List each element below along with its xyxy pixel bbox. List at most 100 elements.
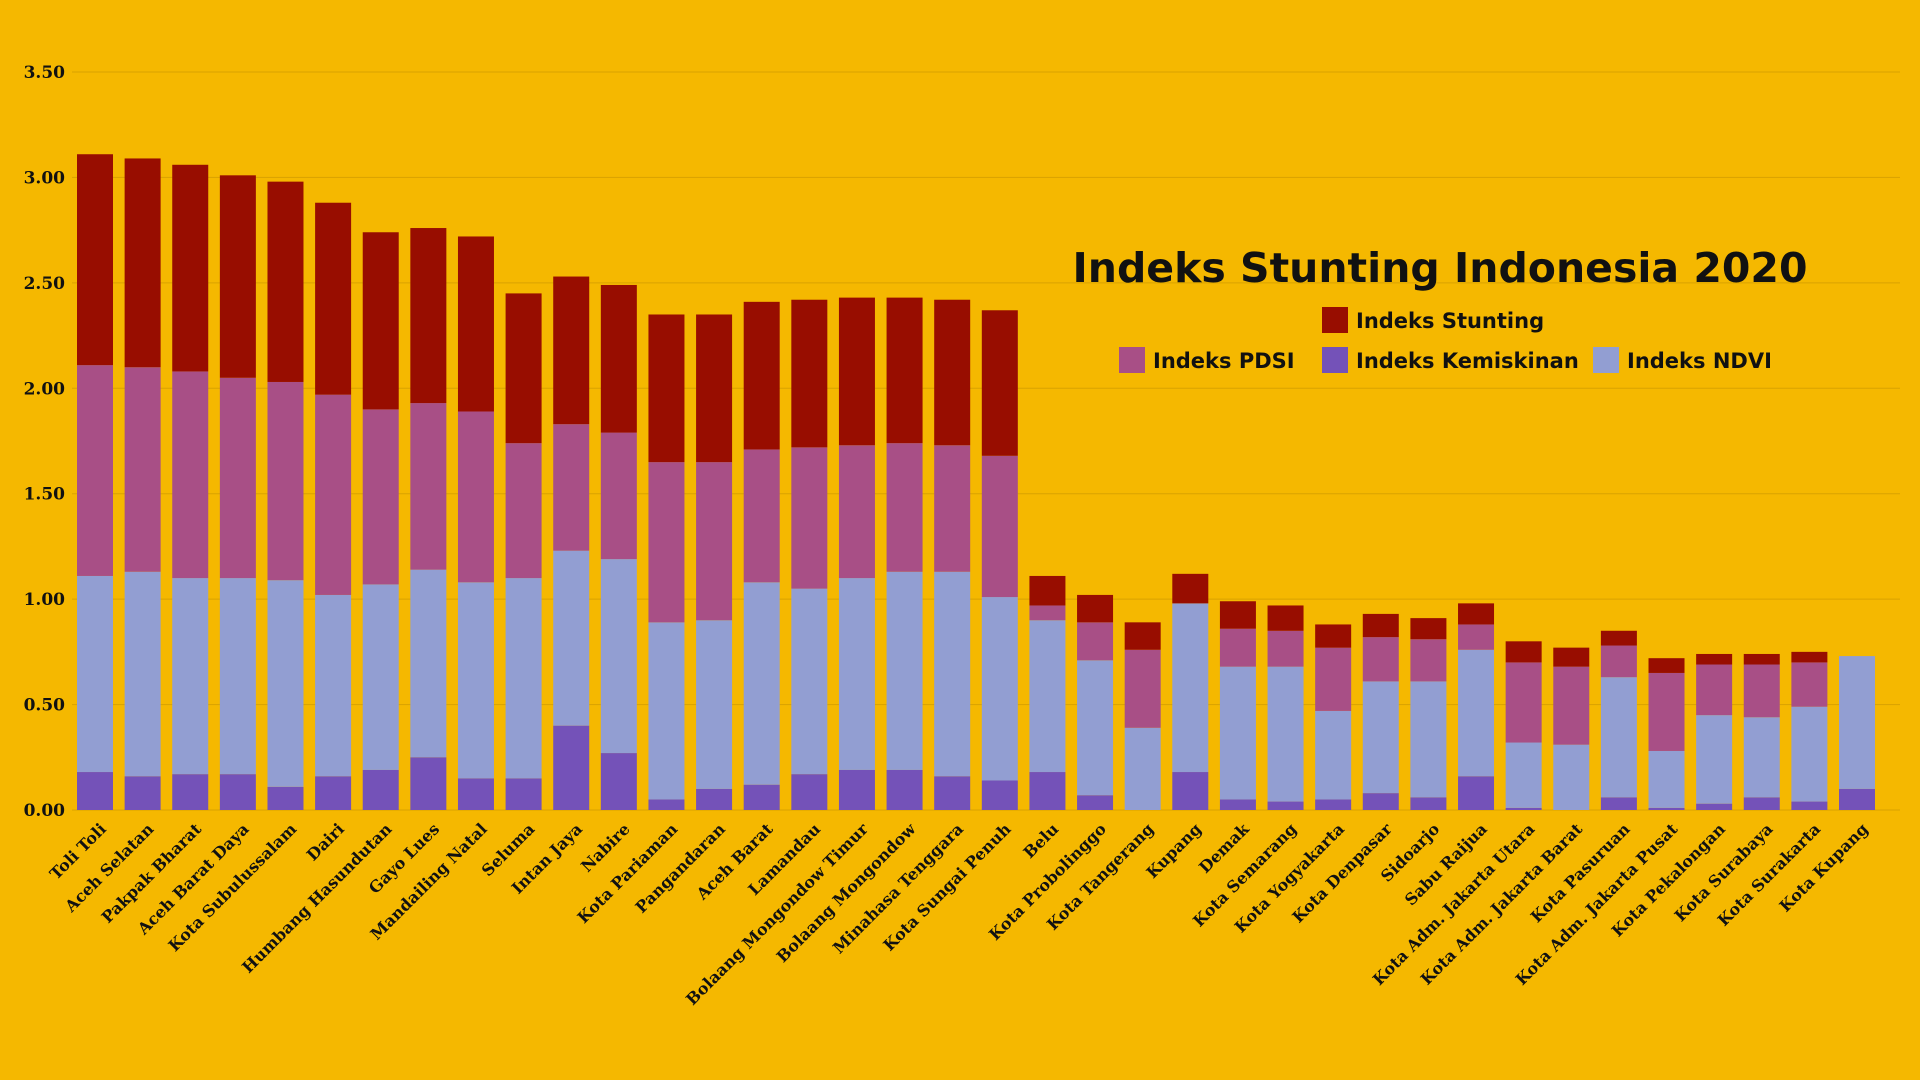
bar-segment-indeks-ndvi — [1696, 715, 1733, 804]
bar-stack — [124, 158, 161, 810]
bar-segment-indeks-stunting — [410, 228, 447, 404]
bar-segment-indeks-stunting — [1553, 647, 1590, 667]
bar-segment-indeks-pdsi — [267, 381, 304, 581]
bar-segment-indeks-stunting — [1410, 618, 1447, 640]
bar-segment-indeks-stunting — [981, 310, 1018, 456]
bar-segment-indeks-pdsi — [457, 411, 494, 583]
bar-stack — [981, 310, 1018, 810]
y-tick-label: 1.50 — [24, 485, 66, 505]
bar-stack — [362, 232, 399, 810]
bar-segment-indeks-pdsi — [172, 371, 209, 579]
bar-segment-indeks-ndvi — [1791, 706, 1828, 802]
y-tick-label: 2.50 — [24, 274, 66, 294]
bar-segment-indeks-ndvi — [124, 571, 161, 777]
bar-segment-indeks-kemiskinan — [267, 786, 304, 810]
bar-segment-indeks-pdsi — [553, 424, 590, 551]
y-tick-label: 3.00 — [24, 168, 66, 188]
bar-segment-indeks-pdsi — [1696, 664, 1733, 716]
bar-segment-indeks-pdsi — [696, 462, 733, 621]
bar-segment-indeks-stunting — [696, 314, 733, 463]
bar-segment-indeks-stunting — [886, 297, 923, 444]
bar-segment-indeks-kemiskinan — [1648, 807, 1685, 810]
x-tick-label: Belu — [1020, 819, 1063, 862]
bar-segment-indeks-kemiskinan — [124, 776, 161, 810]
bar-stack — [1791, 651, 1828, 810]
bar-segment-indeks-ndvi — [934, 571, 971, 777]
bar-stack — [1553, 647, 1590, 810]
bar-segment-indeks-kemiskinan — [1077, 795, 1114, 810]
bar-segment-indeks-stunting — [1696, 653, 1733, 665]
bar-stack — [77, 154, 113, 810]
bar-segment-indeks-kemiskinan — [1172, 772, 1209, 810]
y-tick-label: 0.50 — [24, 696, 66, 716]
bar-segment-indeks-stunting — [934, 299, 971, 446]
bar-segment-indeks-ndvi — [553, 550, 590, 726]
bar-segment-indeks-stunting — [457, 236, 494, 412]
bar-segment-indeks-ndvi — [1600, 677, 1637, 798]
bar-segment-indeks-pdsi — [1600, 645, 1637, 678]
bar-segment-indeks-ndvi — [1743, 717, 1780, 798]
bar-segment-indeks-ndvi — [743, 582, 780, 785]
legend-item: Indeks NDVI — [1593, 347, 1772, 373]
bar-segment-indeks-pdsi — [362, 409, 399, 585]
x-tick-label: Kota Kupang — [1776, 819, 1872, 915]
bar-segment-indeks-kemiskinan — [315, 776, 352, 810]
bar-segment-indeks-ndvi — [77, 575, 113, 773]
bar-segment-indeks-ndvi — [1458, 649, 1495, 777]
legend-item: Indeks PDSI — [1119, 347, 1295, 373]
bar-segment-indeks-stunting — [1362, 613, 1399, 638]
bar-segment-indeks-kemiskinan — [1315, 799, 1352, 810]
bar-segment-indeks-ndvi — [1410, 681, 1447, 798]
bar-segment-indeks-stunting — [1315, 624, 1352, 648]
bar-stack — [1410, 618, 1447, 810]
bar-segment-indeks-pdsi — [1315, 647, 1352, 711]
legend-item: Indeks Stunting — [1322, 307, 1544, 333]
bar-segment-indeks-pdsi — [1553, 666, 1590, 745]
bar-stack — [1743, 653, 1780, 810]
bar-segment-indeks-kemiskinan — [172, 774, 209, 810]
bar-segment-indeks-ndvi — [362, 584, 399, 770]
bar-stack — [696, 314, 733, 810]
bar-segment-indeks-kemiskinan — [1362, 793, 1399, 810]
bar-segment-indeks-stunting — [1505, 641, 1542, 663]
bar-segment-indeks-pdsi — [743, 449, 780, 583]
bar-segment-indeks-ndvi — [457, 582, 494, 779]
bar-stack — [315, 202, 352, 810]
bar-stack — [1172, 573, 1209, 810]
bar-segment-indeks-pdsi — [1410, 639, 1447, 682]
bar-segment-indeks-kemiskinan — [1600, 797, 1637, 810]
legend-label: Indeks Stunting — [1356, 309, 1544, 333]
bar-stack — [1458, 603, 1495, 810]
bar-segment-indeks-kemiskinan — [648, 799, 685, 810]
legend: Indeks Stunting Indeks PDSI Indeks Kemiski… — [1119, 307, 1772, 373]
bar-segment-indeks-stunting — [1077, 594, 1114, 623]
y-tick-label: 2.00 — [24, 379, 66, 399]
bar-segment-indeks-pdsi — [1219, 628, 1256, 667]
bar-segment-indeks-ndvi — [1029, 620, 1066, 773]
legend-label: Indeks PDSI — [1153, 349, 1295, 373]
bar-segment-indeks-stunting — [1743, 653, 1780, 665]
bar-stack — [934, 299, 971, 810]
bar-stack — [1315, 624, 1352, 810]
bar-segment-indeks-ndvi — [1648, 750, 1685, 808]
bar-segment-indeks-stunting — [1267, 605, 1304, 631]
bar-segment-indeks-kemiskinan — [981, 780, 1018, 810]
bar-segment-indeks-ndvi — [981, 597, 1018, 781]
bar-segment-indeks-kemiskinan — [410, 757, 447, 810]
bar-segment-indeks-stunting — [791, 299, 828, 448]
bar-stack — [886, 297, 923, 810]
bar-segment-indeks-pdsi — [1505, 662, 1542, 743]
y-axis: 0.00 0.50 1.00 1.50 2.00 2.50 3.00 3.50 — [24, 63, 66, 821]
bar-segment-indeks-stunting — [1791, 651, 1828, 663]
bar-stack — [1648, 658, 1685, 810]
bar-segment-indeks-pdsi — [1124, 649, 1161, 728]
bar-segment-indeks-kemiskinan — [1696, 803, 1733, 810]
bar-segment-indeks-stunting — [600, 284, 637, 433]
bar-segment-indeks-pdsi — [315, 394, 352, 595]
bar-stack — [1362, 613, 1399, 810]
bar-segment-indeks-pdsi — [886, 443, 923, 572]
bar-segment-indeks-ndvi — [600, 559, 637, 754]
bar-segment-indeks-pdsi — [505, 443, 542, 579]
legend-label: Indeks NDVI — [1627, 349, 1772, 373]
bar-stack — [1029, 575, 1066, 810]
